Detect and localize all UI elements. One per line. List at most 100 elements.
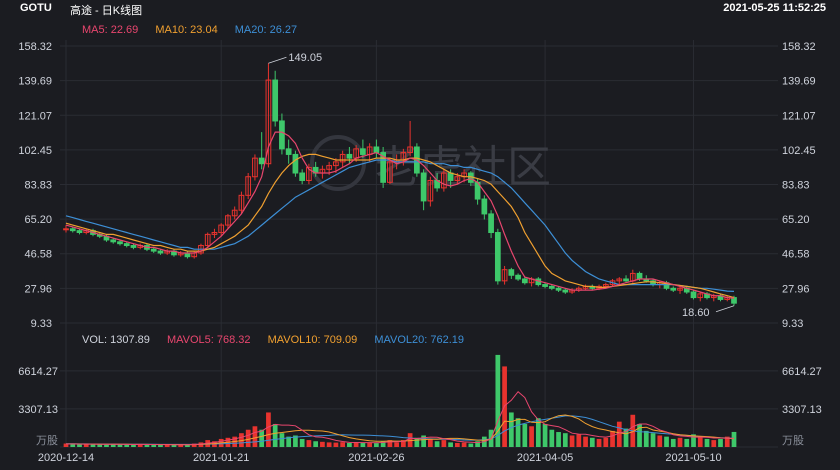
candle-body (265, 79, 272, 165)
volume-tick-right: 6614.27 (782, 366, 822, 378)
price-tick-left: 46.58 (24, 249, 52, 261)
candle-body (252, 157, 258, 178)
volume-bar (245, 429, 251, 447)
volume-bar (407, 433, 413, 447)
candle-body (697, 293, 704, 299)
volume-bar (657, 435, 663, 447)
volume-bar (589, 437, 595, 447)
price-tick-right: 139.69 (782, 76, 816, 88)
ma10-label: MA10: 23.04 (155, 24, 218, 36)
candle-body (285, 148, 292, 155)
volume-bar (704, 438, 710, 447)
volume-bar (144, 444, 150, 447)
candle-body (238, 194, 245, 211)
volume-bar (414, 437, 420, 447)
candle-body (299, 172, 306, 181)
candle-body (420, 172, 427, 202)
volume-bar (515, 418, 521, 447)
volume-bar (616, 421, 622, 447)
volume-bar (731, 431, 737, 447)
candle-body (562, 289, 569, 293)
volume-bar (252, 426, 258, 447)
volume-bar (333, 442, 339, 447)
volume-bar (266, 412, 271, 447)
time-tick-label: 2021-01-21 (193, 452, 249, 464)
volume-bar (569, 435, 575, 447)
volume-bar (583, 436, 588, 447)
candle-body (333, 161, 339, 167)
price-tick-right: 83.83 (782, 179, 810, 191)
volume-bar (178, 444, 184, 447)
volume-bar (434, 441, 440, 447)
candle-body (548, 285, 555, 289)
time-tick-label: 2021-05-10 (665, 452, 721, 464)
price-tick-left: 102.45 (18, 145, 52, 157)
candle-body (231, 209, 238, 217)
volume-bar (623, 428, 629, 447)
candle-body (211, 232, 218, 235)
price-tick-right: 27.96 (782, 283, 810, 295)
candle-body (225, 215, 231, 226)
volume-bar (347, 442, 352, 447)
volume-bars-layer (63, 354, 737, 447)
candle-body (542, 284, 548, 287)
candle-body (380, 152, 386, 183)
volume-bar (475, 441, 480, 447)
chart-title: 高途 - 日K线图 (70, 5, 143, 17)
candle-body (670, 287, 677, 291)
candle-body (387, 161, 393, 183)
volume-bar (306, 440, 312, 447)
volume-bar (279, 433, 285, 447)
price-tick-right: 158.32 (782, 41, 816, 53)
volume-bar (421, 435, 426, 447)
candle-body (245, 176, 252, 196)
candle-body (494, 232, 501, 282)
candles-layer (63, 63, 737, 306)
volume-bar (171, 444, 177, 447)
candle-body (636, 272, 643, 280)
high-marker-label: 149.05 (288, 52, 322, 64)
candle-body (130, 245, 137, 248)
candle-body (616, 278, 623, 282)
volume-bar (610, 430, 615, 447)
timestamp: 2021-05-25 11:52:25 (723, 2, 826, 14)
ma5-label: MA5: 22.69 (82, 24, 139, 36)
volume-bar (468, 443, 474, 447)
volume-ma-lines-layer (66, 390, 735, 446)
price-tick-left: 65.20 (24, 214, 52, 226)
volume-bar (110, 444, 116, 447)
candle-body (76, 230, 83, 234)
volume-unit-right: 万股 (782, 434, 804, 447)
candle-body (501, 269, 508, 282)
volume-bar (367, 442, 372, 447)
volume-bar (191, 443, 197, 447)
volume-bar (684, 438, 690, 447)
volume-bar (650, 433, 656, 447)
volume-bar (401, 440, 406, 447)
volume-bar (697, 436, 703, 447)
ma-lines-layer (65, 131, 735, 299)
candle-body (63, 228, 69, 231)
volume-bar (97, 444, 103, 447)
candle-body (218, 224, 225, 234)
volume-unit-left: 万股 (36, 434, 58, 447)
candle-body (623, 278, 629, 282)
volume-bar (158, 444, 163, 447)
volume-bar (535, 418, 541, 447)
candle-body (279, 120, 285, 150)
candle-body (69, 228, 76, 232)
volume-bar (643, 430, 649, 447)
volume-bar (428, 438, 433, 447)
volume-legend: VOL: 1307.89 MAVOL5: 768.32 MAVOL10: 709… (82, 334, 478, 346)
volume-bar (90, 444, 96, 447)
volume-bar (360, 442, 366, 447)
volume-bar (556, 432, 561, 447)
candle-body (515, 274, 521, 280)
candle-body (117, 241, 123, 245)
volume-bar (542, 423, 548, 447)
volume-bar (293, 435, 298, 447)
volume-bar (637, 423, 642, 447)
ticker-symbol: GOTU (20, 2, 52, 14)
volume-bar (124, 444, 130, 447)
